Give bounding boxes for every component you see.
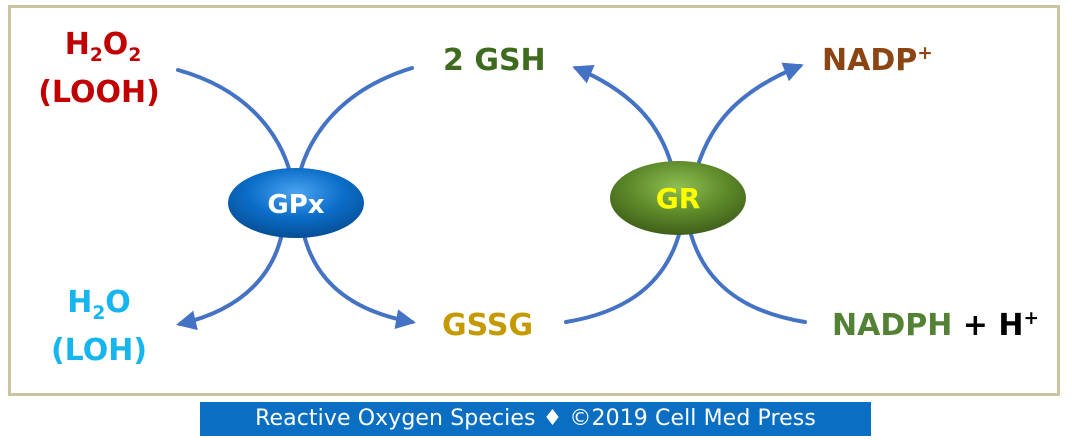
plus-h-sup: +: [1023, 308, 1040, 329]
nadph-text: NADPH: [832, 308, 953, 343]
h2o-o: O: [105, 285, 131, 320]
h2o2-h: H: [64, 27, 90, 62]
enzyme-gr: GR: [610, 161, 746, 235]
h2o2-o: O: [102, 27, 129, 62]
diamond-icon: ♦: [542, 406, 563, 431]
label-nadph: NADPH + H+: [832, 308, 1040, 343]
label-h2o: H2O: [44, 285, 154, 323]
nadp-base: NADP: [822, 43, 918, 78]
label-looh: (LOOH): [38, 75, 160, 110]
caption-text-after: ©2019 Cell Med Press: [569, 406, 816, 431]
caption-text-before: Reactive Oxygen Species: [255, 406, 536, 431]
label-nadp: NADP+: [822, 43, 933, 78]
h2o-sub: 2: [92, 303, 106, 324]
enzyme-gr-label: GR: [656, 182, 701, 215]
label-gssg: GSSG: [442, 308, 534, 343]
plus-h-text: + H: [952, 308, 1024, 343]
enzyme-gpx: GPx: [228, 168, 364, 238]
h2o-h: H: [67, 285, 93, 320]
nadp-sup: +: [917, 43, 933, 64]
label-h2o2: H2O2: [38, 27, 168, 65]
caption-bar: Reactive Oxygen Species ♦ ©2019 Cell Med…: [200, 402, 871, 436]
enzyme-gpx-label: GPx: [267, 190, 324, 220]
h2o2-sub2: 2: [128, 45, 142, 66]
label-loh: (LOH): [50, 333, 148, 368]
label-gsh: 2 GSH: [443, 43, 546, 78]
h2o2-sub1: 2: [89, 45, 103, 66]
